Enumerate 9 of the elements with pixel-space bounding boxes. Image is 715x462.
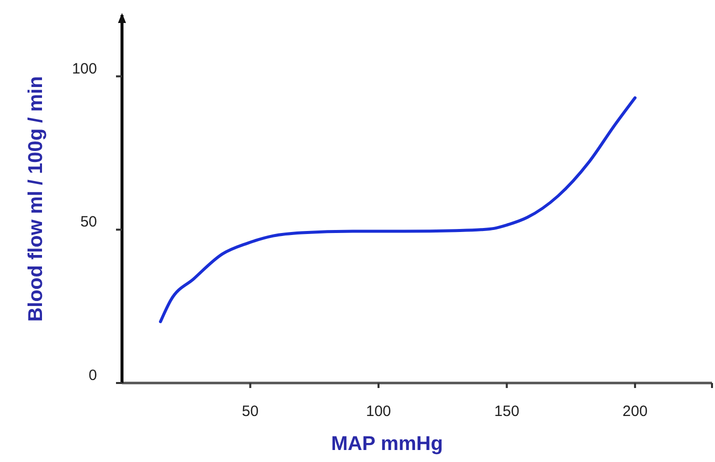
y-axis-title: Blood flow ml / 100g / min: [25, 76, 47, 322]
y-tick-label: 0: [88, 367, 97, 384]
y-tick-label: 100: [72, 60, 97, 78]
x-tick-label: 50: [242, 403, 259, 420]
x-axis-title: MAP mmHg: [331, 433, 443, 455]
x-tick-label: 150: [494, 403, 520, 420]
y-tick-label: 50: [80, 214, 97, 231]
x-tick-label: 200: [622, 403, 648, 420]
x-tick-label: 100: [366, 403, 392, 420]
